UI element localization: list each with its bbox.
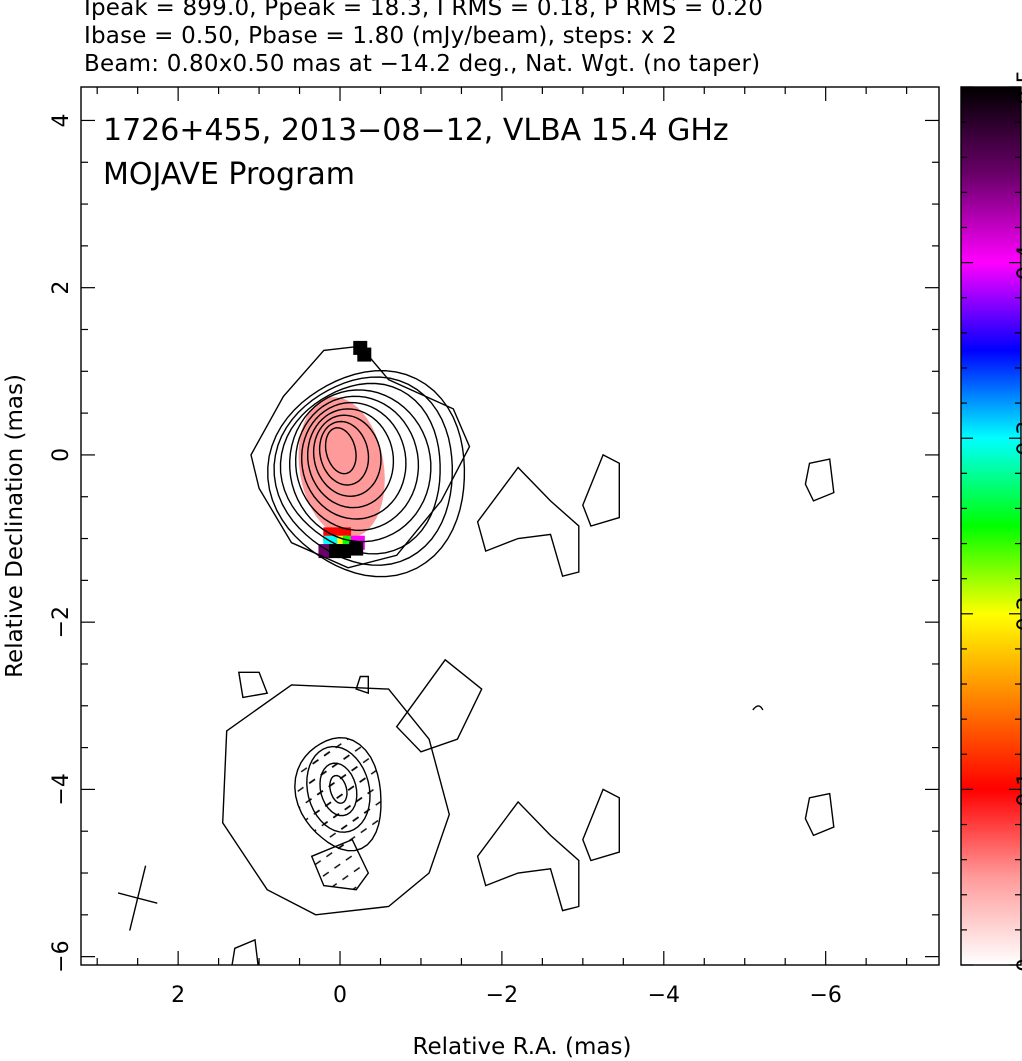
noise-contour bbox=[804, 792, 835, 837]
lower-contour bbox=[306, 745, 371, 833]
y-tick-label: 0 bbox=[49, 448, 74, 462]
plot-frame bbox=[80, 86, 940, 966]
noise-contour bbox=[395, 658, 483, 753]
noise-contour bbox=[582, 788, 620, 862]
contour-line bbox=[294, 395, 420, 532]
colorbar-tick-label: 0 bbox=[1014, 958, 1022, 972]
stokes-i-contours bbox=[250, 345, 835, 578]
x-tick-label: 2 bbox=[171, 983, 185, 1008]
header-line-2: Ibase = 0.50, Pbase = 1.80 (mJy/beam), s… bbox=[84, 23, 677, 49]
beam-cross bbox=[117, 865, 158, 931]
noise-contour bbox=[804, 458, 835, 502]
y-tick-label: 4 bbox=[49, 113, 74, 127]
x-tick-label: −2 bbox=[486, 983, 518, 1008]
colorbar-ticks bbox=[961, 86, 1021, 966]
polarization-contours-panel bbox=[221, 658, 835, 965]
y-axis-ticks bbox=[81, 119, 939, 958]
lower-contour bbox=[319, 762, 358, 817]
plot-title: 1726+455, 2013−08−12, VLBA 15.4 GHz bbox=[103, 113, 729, 148]
colorbar-tick-label: 0.3 bbox=[1014, 421, 1022, 456]
noise-contour bbox=[582, 453, 620, 527]
contour-line bbox=[273, 376, 454, 566]
contour-line bbox=[288, 389, 432, 543]
y-tick-label: −4 bbox=[49, 773, 74, 805]
y-tick-label: 2 bbox=[49, 281, 74, 295]
colorbar-tick-label: 0.1 bbox=[1014, 772, 1022, 807]
plot-subtitle: MOJAVE Program bbox=[103, 157, 355, 192]
contour-line bbox=[267, 369, 466, 578]
x-tick-label: −6 bbox=[809, 983, 841, 1008]
noise-contour bbox=[476, 800, 580, 912]
polarization-pixel bbox=[349, 541, 364, 556]
noise-contour bbox=[476, 466, 580, 578]
y-axis-title: Relative Declination (mas) bbox=[2, 374, 28, 678]
x-tick-label: −4 bbox=[648, 983, 680, 1008]
small-contour bbox=[752, 705, 764, 711]
colorbar bbox=[960, 86, 1022, 966]
contour-line bbox=[312, 414, 382, 498]
contour-line bbox=[318, 420, 370, 486]
colorbar-tick-label: 0.5 bbox=[1014, 70, 1022, 105]
colorbar-tick-label: 0.4 bbox=[1014, 245, 1022, 280]
noise-contour bbox=[231, 938, 259, 965]
contour-line bbox=[324, 427, 357, 475]
x-tick-label: 0 bbox=[333, 983, 347, 1008]
header-line-3: Beam: 0.80x0.50 mas at −14.2 deg., Nat. … bbox=[84, 51, 761, 77]
lower-contour-tail bbox=[310, 838, 370, 891]
noise-contour bbox=[355, 675, 369, 695]
lower-contour bbox=[329, 774, 348, 804]
x-axis-title: Relative R.A. (mas) bbox=[413, 1034, 632, 1060]
contour-line bbox=[279, 382, 441, 555]
x-axis-ticks bbox=[96, 87, 908, 965]
y-tick-label: −2 bbox=[49, 606, 74, 638]
polarization-pixel bbox=[337, 544, 352, 559]
polarization-pixel bbox=[357, 347, 372, 362]
beam-minor-axis bbox=[117, 892, 158, 904]
header-line-1: Ipeak = 899.0, Ppeak = 18.3, I RMS = 0.1… bbox=[84, 0, 764, 21]
y-tick-label: −6 bbox=[49, 940, 74, 972]
contour-line bbox=[306, 408, 395, 509]
contour-line bbox=[300, 401, 407, 520]
outer-contour bbox=[250, 345, 471, 569]
colorbar-tick-label: 0.2 bbox=[1014, 596, 1022, 631]
polarization-color-map bbox=[298, 340, 385, 559]
noise-contour bbox=[237, 671, 269, 699]
